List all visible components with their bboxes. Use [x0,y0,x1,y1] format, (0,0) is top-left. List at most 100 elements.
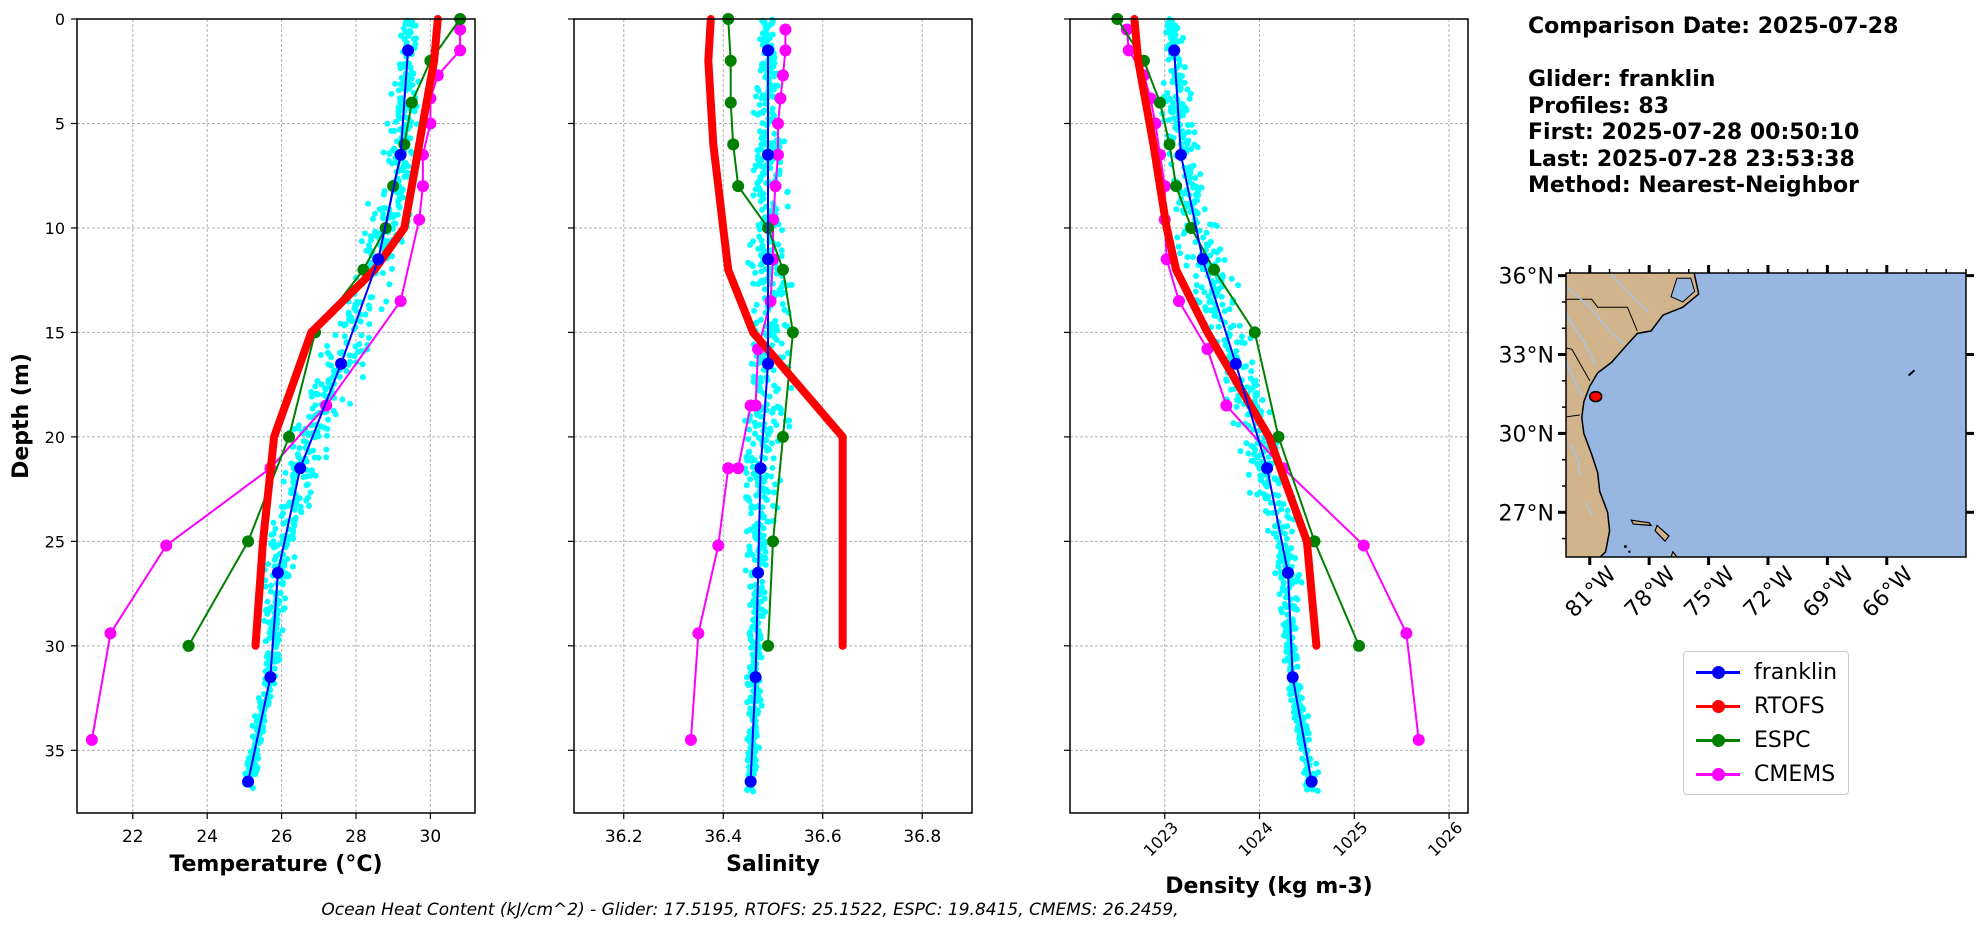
glider-point [362,311,369,318]
glider-point [1200,234,1207,241]
glider-point [303,497,310,504]
glider-point [1180,230,1187,237]
glider-point [748,644,755,651]
point-franklin [754,462,767,475]
river [1569,443,1581,476]
glider-point [1211,312,1218,319]
glider-point [1221,308,1228,315]
glider-point [1176,82,1183,89]
glider-point [759,196,766,203]
legend-label-franklin: franklin [1754,659,1838,685]
line-rtofs [704,15,847,650]
series-franklin-density [1168,44,1318,788]
glider-point [1275,492,1282,499]
glider-point [750,192,757,199]
legend: franklin RTOFS ESPC CMEMS [1683,651,1849,795]
glider-point [288,460,295,467]
glider-point [1193,282,1200,289]
glider-point [1191,129,1198,136]
glider-point [1287,691,1294,698]
glider-point [295,453,302,460]
point-espc [283,430,296,443]
inset-map: 36°N 33°N 30°N 27°N 81°W78°W75°W72°W69°W66°W [1499,265,1974,623]
point-franklin [1196,253,1209,266]
glider-point [762,38,769,45]
glider-point [760,532,767,539]
glider-point [761,493,768,500]
glider-point [772,481,779,488]
glider-point [388,127,395,134]
glider-point [359,361,366,368]
lat-label: 27°N [1499,501,1554,526]
glider-point [759,578,766,585]
glider-point [1218,293,1225,300]
glider-point [279,627,286,634]
glider-point [745,734,752,741]
glider-point [771,418,778,425]
point-cmems [104,627,117,640]
glider-point [1164,89,1171,96]
glider-point [282,595,289,602]
line-cmems [689,29,787,740]
glider-point [270,544,277,551]
glider-point [358,238,365,245]
glider-point [750,238,757,245]
glider-point [747,476,754,483]
glider-point [1228,386,1235,393]
glider-point [761,286,768,293]
glider-point [1279,524,1286,531]
glider-point [1209,307,1216,314]
glider-point [761,595,768,602]
glider-point [752,756,759,763]
glider-point [1252,377,1259,384]
glider-point [750,788,757,795]
glider-point [1313,760,1320,767]
point-franklin [1168,44,1181,57]
glider-point [325,379,332,386]
glider-point [253,755,260,762]
glider-point [1286,553,1293,560]
glider-point [1227,324,1234,331]
legend-swatch-espc [1696,733,1740,747]
point-franklin [1174,148,1187,161]
glider-point [366,305,373,312]
glider-point [397,32,404,39]
glider-point [278,513,285,520]
glider-point [332,332,339,339]
glider-point [747,705,754,712]
glider-point [1230,420,1237,427]
glider-point [770,367,777,374]
glider-point [1250,443,1257,450]
glider-point [1174,234,1181,241]
point-espc [1185,221,1198,234]
axes-frame-salinity [573,18,973,814]
series-franklin-salinity [744,44,775,788]
point-cmems [1357,539,1370,552]
glider-point [1264,495,1271,502]
point-cmems [764,295,777,308]
xtick-label: 30 [420,827,442,847]
lon-label: 66°W [1858,562,1919,623]
point-franklin [762,357,775,370]
glider-point [752,726,759,733]
glider-point [1190,162,1197,169]
glider-point [266,607,273,614]
glider-point [1193,272,1200,279]
glider-point [755,184,762,191]
glider-point [1184,86,1191,93]
glider-point [346,352,353,359]
glider-point [1245,450,1252,457]
glider-point [752,766,759,773]
glider-point [758,584,765,591]
glider-point [345,361,352,368]
glider-point [1301,769,1308,776]
glider-point [756,226,763,233]
glider-point [267,582,274,589]
glider-point [351,305,358,312]
glider-point [403,39,410,46]
glider-point [1280,579,1287,586]
glider-point [743,453,750,460]
glider-point [317,423,324,430]
series-rtofs-temperature [251,15,442,650]
glider-point [1223,377,1230,384]
